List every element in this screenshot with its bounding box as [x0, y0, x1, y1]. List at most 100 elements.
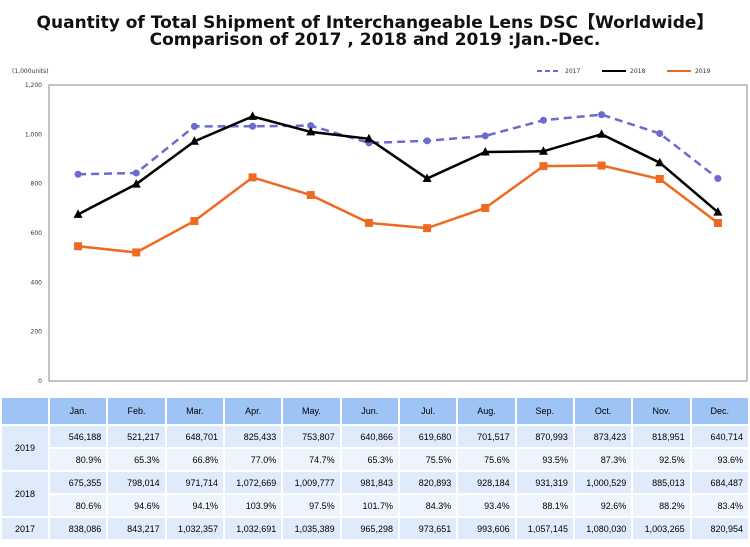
units-cell: 1,032,691 — [224, 518, 282, 539]
month-header: Oct. — [574, 398, 632, 424]
month-header: Jan. — [50, 398, 107, 424]
month-header: Apr. — [224, 398, 282, 424]
month-header: Jun. — [341, 398, 398, 424]
data-point-2018 — [538, 146, 548, 155]
y-tick-label: 400 — [31, 279, 43, 286]
percent-cell: 88.1% — [516, 495, 573, 516]
units-cell: 843,217 — [108, 518, 165, 539]
data-point-2019 — [597, 161, 606, 170]
month-header: Feb. — [108, 398, 165, 424]
data-point-2019 — [132, 248, 141, 257]
y-tick-label: 600 — [31, 230, 43, 237]
percent-cell: 84.3% — [399, 495, 457, 516]
data-point-2019 — [713, 218, 722, 227]
units-cell: 965,298 — [341, 518, 398, 539]
units-cell: 870,993 — [516, 426, 573, 447]
month-header: Sep. — [516, 398, 573, 424]
y-axis-label: (1,000units) — [12, 68, 49, 75]
y-tick-label: 1,200 — [25, 82, 42, 89]
line-chart: (1,000units) 0 200 400 600 800 1,000 1,200 2017 2… — [12, 68, 748, 385]
month-header: Aug. — [458, 398, 515, 424]
percent-cell: 97.5% — [283, 495, 340, 516]
y-tick-label: 0 — [38, 378, 42, 385]
percent-cell: 87.3% — [574, 449, 632, 470]
data-point-2018 — [248, 111, 258, 120]
units-cell: 1,032,357 — [166, 518, 223, 539]
data-point-2017 — [307, 122, 315, 130]
units-cell: 640,714 — [691, 426, 748, 447]
percent-cell: 74.7% — [283, 449, 340, 470]
legend-label: 2019 — [695, 68, 710, 75]
units-cell: 1,080,030 — [574, 518, 632, 539]
data-point-2019 — [306, 191, 315, 200]
data-point-2017 — [132, 169, 140, 177]
data-point-2019 — [74, 242, 83, 251]
percent-cell: 88.2% — [633, 495, 690, 516]
units-cell: 1,000,529 — [574, 472, 632, 493]
data-point-2017 — [539, 116, 547, 124]
percent-cell: 75.5% — [399, 449, 457, 470]
units-cell: 619,680 — [399, 426, 457, 447]
units-cell: 820,954 — [691, 518, 748, 539]
percent-cell: 94.1% — [166, 495, 223, 516]
data-point-2018 — [597, 129, 607, 138]
percent-cell: 83.4% — [691, 495, 748, 516]
year-cell: 2018 — [2, 472, 48, 516]
units-cell: 928,184 — [458, 472, 515, 493]
units-cell: 1,057,145 — [516, 518, 573, 539]
data-point-2017 — [249, 122, 257, 130]
data-point-2019 — [190, 216, 199, 225]
percent-cell: 65.3% — [341, 449, 398, 470]
month-header: May. — [283, 398, 340, 424]
header-row: Jan. Feb. Mar. Apr. May. Jun. Jul. Aug. Sep. Oct.… — [2, 398, 748, 424]
data-point-2017 — [656, 130, 664, 138]
data-point-2019 — [655, 174, 664, 183]
units-cell: 838,086 — [50, 518, 107, 539]
units-cell: 701,517 — [458, 426, 515, 447]
month-header: Jul. — [399, 398, 457, 424]
series-line-2017 — [78, 113, 719, 180]
series-line-2019 — [77, 164, 719, 254]
y-tick-label: 800 — [31, 181, 43, 188]
units-cell: 546,188 — [50, 426, 107, 447]
percent-cell: 80.6% — [50, 495, 107, 516]
units-cell: 931,319 — [516, 472, 573, 493]
units-cell: 981,843 — [341, 472, 398, 493]
units-cell: 993,606 — [458, 518, 515, 539]
data-point-2019 — [248, 173, 257, 182]
data-point-2018 — [306, 126, 316, 136]
month-header: Nov. — [633, 398, 690, 424]
percent-cell: 92.6% — [574, 495, 632, 516]
percent-cell: 93.4% — [458, 495, 515, 516]
corner-cell — [2, 398, 48, 424]
month-header: Dec. — [691, 398, 748, 424]
data-point-2017 — [423, 137, 431, 145]
data-point-2018 — [364, 133, 374, 143]
chart-subtitle: Comparison of 2017 , 2018 and 2019 :Jan.… — [149, 30, 601, 50]
data-point-2017 — [74, 170, 82, 178]
chart-title: Quantity of Total Shipment of Interchang… — [36, 13, 714, 33]
units-cell: 1,072,669 — [224, 472, 282, 493]
data-point-2018 — [480, 147, 490, 156]
month-header: Mar. — [166, 398, 223, 424]
data-point-2017 — [190, 122, 198, 130]
percent-cell: 75.6% — [458, 449, 515, 470]
table-row: 2017 838,086 843,217 1,032,357 1,032,691 1,03… — [2, 518, 748, 539]
data-point-2017 — [714, 174, 722, 182]
data-table: Jan. Feb. Mar. Apr. May. Jun. Jul. Aug. Sep. Oct.… — [0, 396, 750, 541]
legend-label: 2018 — [630, 68, 645, 75]
percent-cell: 94.6% — [108, 495, 165, 516]
year-cell: 2019 — [2, 426, 48, 470]
data-point-2019 — [539, 162, 548, 171]
percent-cell: 93.6% — [691, 449, 748, 470]
table-row: 2018 675,355 798,014 971,714 1,072,669 1,009,… — [2, 472, 748, 516]
percent-cell: 77.0% — [224, 449, 282, 470]
percent-cell: 92.5% — [633, 449, 690, 470]
units-cell: 648,701 — [166, 426, 223, 447]
y-tick-label: 1,000 — [25, 131, 42, 138]
table-row-percent: 80.9% 65.3% 66.8% 77.0% 74.7% 65.3% 75.5% 75.6%… — [2, 449, 748, 470]
units-cell: 675,355 — [50, 472, 107, 493]
units-cell: 1,003,265 — [633, 518, 690, 539]
legend-label: 2017 — [565, 68, 580, 75]
percent-cell: 103.9% — [224, 495, 282, 516]
